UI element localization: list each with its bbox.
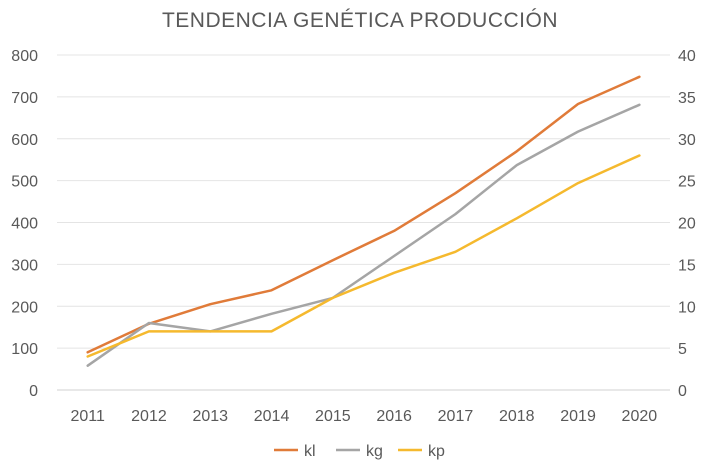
legend-label-kl: kl: [304, 443, 316, 460]
y-left-tick-label: 700: [11, 90, 38, 107]
x-tick-label: 2012: [131, 408, 167, 425]
x-tick-label: 2018: [499, 408, 535, 425]
y-left-tick-label: 500: [11, 174, 38, 191]
y-right-tick-label: 10: [678, 299, 696, 316]
y-right-tick-label: 5: [678, 341, 687, 358]
y-right-tick-label: 20: [678, 216, 696, 233]
y-right-tick-label: 25: [678, 174, 696, 191]
x-tick-label: 2014: [254, 408, 290, 425]
series-line-kl: [86, 75, 641, 354]
y-right-tick-label: 40: [678, 48, 696, 65]
y-right-tick-label: 15: [678, 257, 696, 274]
x-tick-label: 2015: [315, 408, 351, 425]
y-right-tick-label: 0: [678, 383, 687, 400]
legend-label-kp: kp: [428, 443, 445, 460]
x-tick-label: 2013: [192, 408, 228, 425]
series-line-kg: [86, 103, 641, 367]
legend-label-kg: kg: [366, 443, 383, 460]
x-tick-label: 2017: [438, 408, 474, 425]
x-tick-label: 2016: [376, 408, 412, 425]
y-left-tick-label: 200: [11, 299, 38, 316]
chart-title: TENDENCIA GENÉTICA PRODUCCIÓN: [161, 9, 559, 32]
y-left-tick-label: 0: [29, 383, 38, 400]
y-left-tick-label: 300: [11, 257, 38, 274]
y-right-tick-label: 35: [678, 90, 696, 107]
y-left-tick-label: 100: [11, 341, 38, 358]
x-tick-label: 2011: [70, 408, 105, 425]
y-right-tick-label: 30: [678, 132, 696, 149]
x-tick-label: 2019: [560, 408, 596, 425]
y-left-tick-label: 600: [11, 132, 38, 149]
y-left-tick-label: 800: [11, 48, 38, 65]
series-line-kp: [86, 154, 641, 358]
x-tick-label: 2020: [622, 408, 658, 425]
y-left-tick-label: 400: [11, 216, 38, 233]
